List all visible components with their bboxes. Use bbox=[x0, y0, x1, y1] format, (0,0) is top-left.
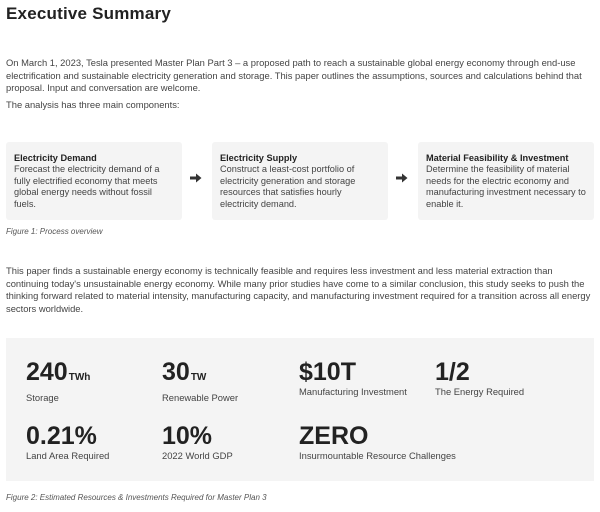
stat-value: 240TWh bbox=[26, 358, 91, 386]
process-box-title: Electricity Supply bbox=[220, 153, 298, 163]
stat-value: 30TW bbox=[162, 358, 207, 386]
stat-label: Manufacturing Investment bbox=[299, 386, 407, 397]
process-box-text: Construct a least-cost portfolio of elec… bbox=[220, 164, 356, 209]
process-box-material: Material Feasibility & Investment Determ… bbox=[418, 142, 594, 220]
arrow-right-icon bbox=[190, 173, 202, 183]
stat-world-gdp: 10% 2022 World GDP bbox=[162, 422, 233, 462]
process-box-text: Determine the feasibility of material ne… bbox=[426, 164, 586, 209]
stat-label: Renewable Power bbox=[162, 392, 239, 403]
stat-storage: 240TWh Storage bbox=[26, 358, 90, 404]
stat-manufacturing-investment: $10T Manufacturing Investment bbox=[299, 358, 407, 398]
stat-value: $10T bbox=[299, 358, 356, 386]
figure-2-caption: Figure 2: Estimated Resources & Investme… bbox=[6, 493, 267, 502]
figure-1-caption: Figure 1: Process overview bbox=[6, 227, 103, 236]
process-box-text: Forecast the electricity demand of a ful… bbox=[14, 164, 160, 209]
stat-label: The Energy Required bbox=[435, 386, 525, 397]
stat-label: Insurmountable Resource Challenges bbox=[299, 450, 456, 461]
stat-value: 1/2 bbox=[435, 358, 470, 386]
stat-resource-challenges: ZERO Insurmountable Resource Challenges bbox=[299, 422, 456, 462]
process-box-title: Electricity Demand bbox=[14, 153, 97, 163]
process-box-title: Material Feasibility & Investment bbox=[426, 153, 569, 163]
stat-renewable-power: 30TW Renewable Power bbox=[162, 358, 238, 404]
stat-value: 10% bbox=[162, 422, 213, 450]
process-box-demand: Electricity Demand Forecast the electric… bbox=[6, 142, 182, 220]
components-paragraph: The analysis has three main components: bbox=[6, 99, 180, 110]
stat-value: ZERO bbox=[299, 422, 369, 450]
stats-panel: 240TWh Storage 30TW Renewable Power $10T… bbox=[6, 338, 594, 481]
stat-label: Land Area Required bbox=[26, 450, 110, 461]
stat-label: Storage bbox=[26, 392, 59, 403]
arrow-right-icon bbox=[396, 173, 408, 183]
findings-paragraph: This paper finds a sustainable energy ec… bbox=[6, 265, 591, 314]
stat-unit: TW bbox=[190, 372, 207, 383]
stat-value: 0.21% bbox=[26, 422, 97, 450]
stat-unit: TWh bbox=[68, 372, 91, 383]
stat-land-area: 0.21% Land Area Required bbox=[26, 422, 109, 462]
process-box-supply: Electricity Supply Construct a least-cos… bbox=[212, 142, 388, 220]
stat-label: 2022 World GDP bbox=[162, 450, 233, 461]
intro-paragraph: On March 1, 2023, Tesla presented Master… bbox=[6, 57, 582, 93]
stat-energy-required: 1/2 The Energy Required bbox=[435, 358, 524, 398]
page-title: Executive Summary bbox=[6, 4, 171, 23]
